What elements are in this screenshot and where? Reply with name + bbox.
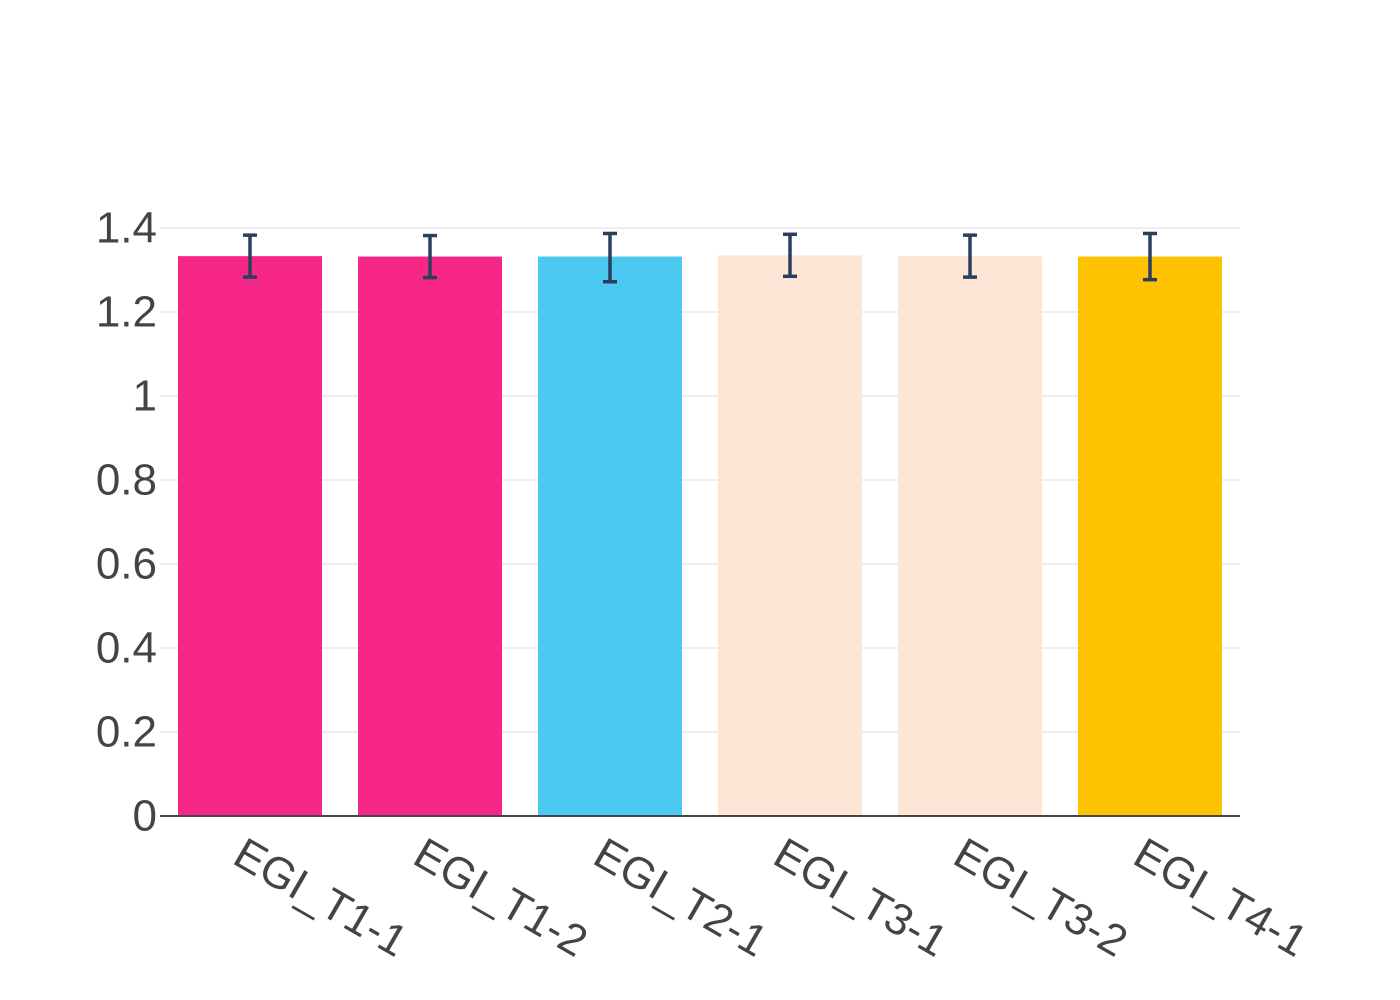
y-tick-label: 1.2 bbox=[96, 288, 157, 337]
y-tick-label: 0 bbox=[133, 792, 157, 841]
bar bbox=[538, 256, 682, 816]
x-tick-label: EGI_T2-1 bbox=[586, 829, 776, 967]
error-bar bbox=[603, 231, 617, 284]
error-bar bbox=[963, 233, 977, 279]
bar bbox=[178, 256, 322, 816]
error-bar bbox=[783, 232, 797, 279]
bar bbox=[898, 256, 1042, 816]
y-tick-label: 1 bbox=[133, 372, 157, 421]
y-tick-label: 0.4 bbox=[96, 624, 157, 673]
bar bbox=[1078, 256, 1222, 816]
x-tick-label: EGI_T1-1 bbox=[226, 829, 416, 967]
bar bbox=[718, 255, 862, 817]
x-axis-ticks: EGI_T1-1EGI_T1-2EGI_T2-1EGI_T3-1EGI_T3-2… bbox=[226, 829, 1316, 967]
error-bars bbox=[243, 231, 1157, 284]
x-tick-label: EGI_T1-2 bbox=[406, 829, 596, 967]
error-bar bbox=[1143, 231, 1157, 282]
y-axis-ticks: 0 0.2 0.4 0.6 0.8 1 1.2 1.4 bbox=[96, 204, 157, 841]
y-tick-label: 0.6 bbox=[96, 540, 157, 589]
error-bar bbox=[423, 233, 437, 280]
error-bar bbox=[243, 233, 257, 279]
x-tick-label: EGI_T3-1 bbox=[766, 829, 956, 967]
x-tick-label: EGI_T4-1 bbox=[1126, 829, 1316, 967]
y-tick-label: 0.8 bbox=[96, 456, 157, 505]
bar bbox=[358, 256, 502, 816]
y-tick-label: 1.4 bbox=[96, 204, 157, 253]
x-tick-label: EGI_T3-2 bbox=[946, 829, 1136, 967]
y-gridlines bbox=[160, 227, 1240, 733]
y-tick-label: 0.2 bbox=[96, 708, 157, 757]
bars bbox=[178, 255, 1222, 817]
